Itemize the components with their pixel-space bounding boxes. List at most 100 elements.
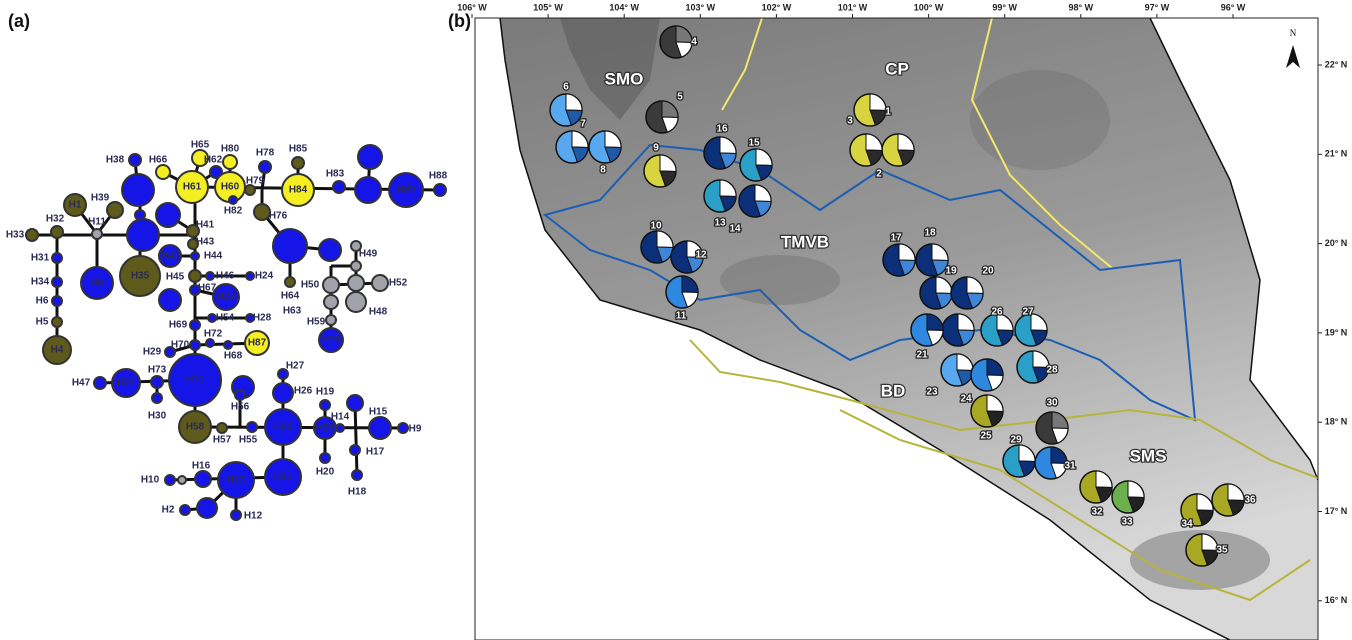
haplotype-label: H76 xyxy=(269,211,288,222)
haplotype-node xyxy=(217,423,227,433)
haplotype-label: H47 xyxy=(72,378,91,389)
haplotype-node xyxy=(324,295,338,309)
longitude-label: 106° W xyxy=(457,2,487,12)
haplotype-node xyxy=(122,174,154,206)
haplotype-node xyxy=(285,277,295,287)
haplotype-label: H41 xyxy=(196,220,215,231)
site-number: 7 xyxy=(580,119,586,130)
longitude-label: 97° W xyxy=(1145,2,1170,12)
haplotype-label: H88 xyxy=(429,171,448,182)
site-number: 27 xyxy=(1022,307,1034,318)
haplotype-label: H60 xyxy=(221,182,240,193)
highland xyxy=(970,70,1110,170)
latitude-label: 17° N xyxy=(1325,506,1348,516)
haplotype-label: H31 xyxy=(31,253,50,264)
latitude-label: 21° N xyxy=(1325,149,1348,159)
site-number: 17 xyxy=(890,233,902,244)
haplotype-label: H33 xyxy=(6,230,25,241)
haplotype-label: H79 xyxy=(246,176,265,187)
haplotype-node xyxy=(52,317,62,327)
site-number: 32 xyxy=(1091,507,1103,518)
haplotype-node xyxy=(51,226,63,238)
site-number: 13 xyxy=(714,218,726,229)
haplotype-label: H69 xyxy=(169,320,188,331)
haplotype-label: H71 xyxy=(186,375,205,386)
haplotype-node xyxy=(197,498,217,518)
haplotype-label: H89 xyxy=(397,185,416,196)
haplotype-node xyxy=(320,400,330,410)
haplotype-label: H35 xyxy=(131,271,150,282)
haplotype-label: H15 xyxy=(369,407,388,418)
region-label: SMS xyxy=(1130,446,1167,465)
haplotype-node xyxy=(26,229,38,241)
haplotype-label: H25 xyxy=(316,423,335,434)
site-number: 12 xyxy=(695,250,707,261)
haplotype-node xyxy=(372,275,388,291)
site-number: 33 xyxy=(1121,517,1133,528)
haplotype-label: H16 xyxy=(192,461,211,472)
haplotype-node xyxy=(336,424,344,432)
highland xyxy=(720,255,840,305)
north-label: N xyxy=(1290,28,1297,38)
haplotype-node xyxy=(206,272,214,280)
haplotype-label: H48 xyxy=(369,307,388,318)
haplotype-node xyxy=(434,184,446,196)
region-label: BD xyxy=(881,381,906,400)
haplotype-label: H80 xyxy=(221,144,240,155)
site-number: 10 xyxy=(650,221,662,232)
longitude-label: 104° W xyxy=(609,2,639,12)
haplotype-label: H57 xyxy=(213,435,232,446)
haplotype-label: H19 xyxy=(316,387,335,398)
region-label: TMVB xyxy=(781,232,829,251)
latitude-label: 18° N xyxy=(1325,417,1348,427)
site-number: 34 xyxy=(1181,519,1193,530)
site-number: 19 xyxy=(945,266,957,277)
site-number: 14 xyxy=(729,224,741,235)
site-number: 36 xyxy=(1244,495,1256,506)
haplotype-label: H22 xyxy=(274,422,293,433)
haplotype-node xyxy=(326,315,336,325)
haplotype-node xyxy=(180,505,190,515)
haplotype-label: H43 xyxy=(196,237,215,248)
haplotype-label: H54 xyxy=(216,313,235,324)
site-number: 31 xyxy=(1064,461,1076,472)
haplotype-node xyxy=(107,202,123,218)
haplotype-label: H75 xyxy=(322,335,341,346)
haplotype-node xyxy=(189,270,201,282)
haplotype-node xyxy=(52,277,62,287)
site-number: 6 xyxy=(563,82,569,93)
haplotype-node xyxy=(178,476,186,484)
site-number: 26 xyxy=(991,307,1003,318)
haplotype-label: H12 xyxy=(244,511,263,522)
site-number: 29 xyxy=(1010,435,1022,446)
haplotype-node xyxy=(92,229,102,239)
site-number: 15 xyxy=(748,138,760,149)
haplotype-node xyxy=(208,314,216,322)
site-number: 11 xyxy=(676,311,687,322)
haplotype-label: H44 xyxy=(204,251,223,262)
longitude-label: 98° W xyxy=(1068,2,1093,12)
site-number: 5 xyxy=(677,92,683,103)
site-number: 8 xyxy=(600,165,606,176)
haplotype-label: H64 xyxy=(281,291,300,302)
haplotype-node xyxy=(52,296,62,306)
site-number: 30 xyxy=(1046,398,1058,409)
site-number: 24 xyxy=(960,394,972,405)
haplotype-node xyxy=(190,340,200,350)
haplotype-label: H62 xyxy=(204,155,223,166)
haplotype-node xyxy=(190,320,200,330)
site-number: 1 xyxy=(885,107,891,118)
site-number: 23 xyxy=(926,387,938,398)
haplotype-node xyxy=(319,239,341,261)
haplotype-label: H45 xyxy=(166,272,185,283)
haplotype-label: H87 xyxy=(248,338,267,349)
haplotype-node xyxy=(151,376,163,388)
haplotype-node xyxy=(195,471,211,487)
haplotype-node xyxy=(273,383,293,403)
longitude-label: 101° W xyxy=(838,2,868,12)
haplotype-node xyxy=(156,165,170,179)
haplotype-label: H85 xyxy=(289,144,308,155)
haplotype-label: H52 xyxy=(389,278,408,289)
haplotype-label: H50 xyxy=(301,280,320,291)
network-edge xyxy=(355,403,357,475)
